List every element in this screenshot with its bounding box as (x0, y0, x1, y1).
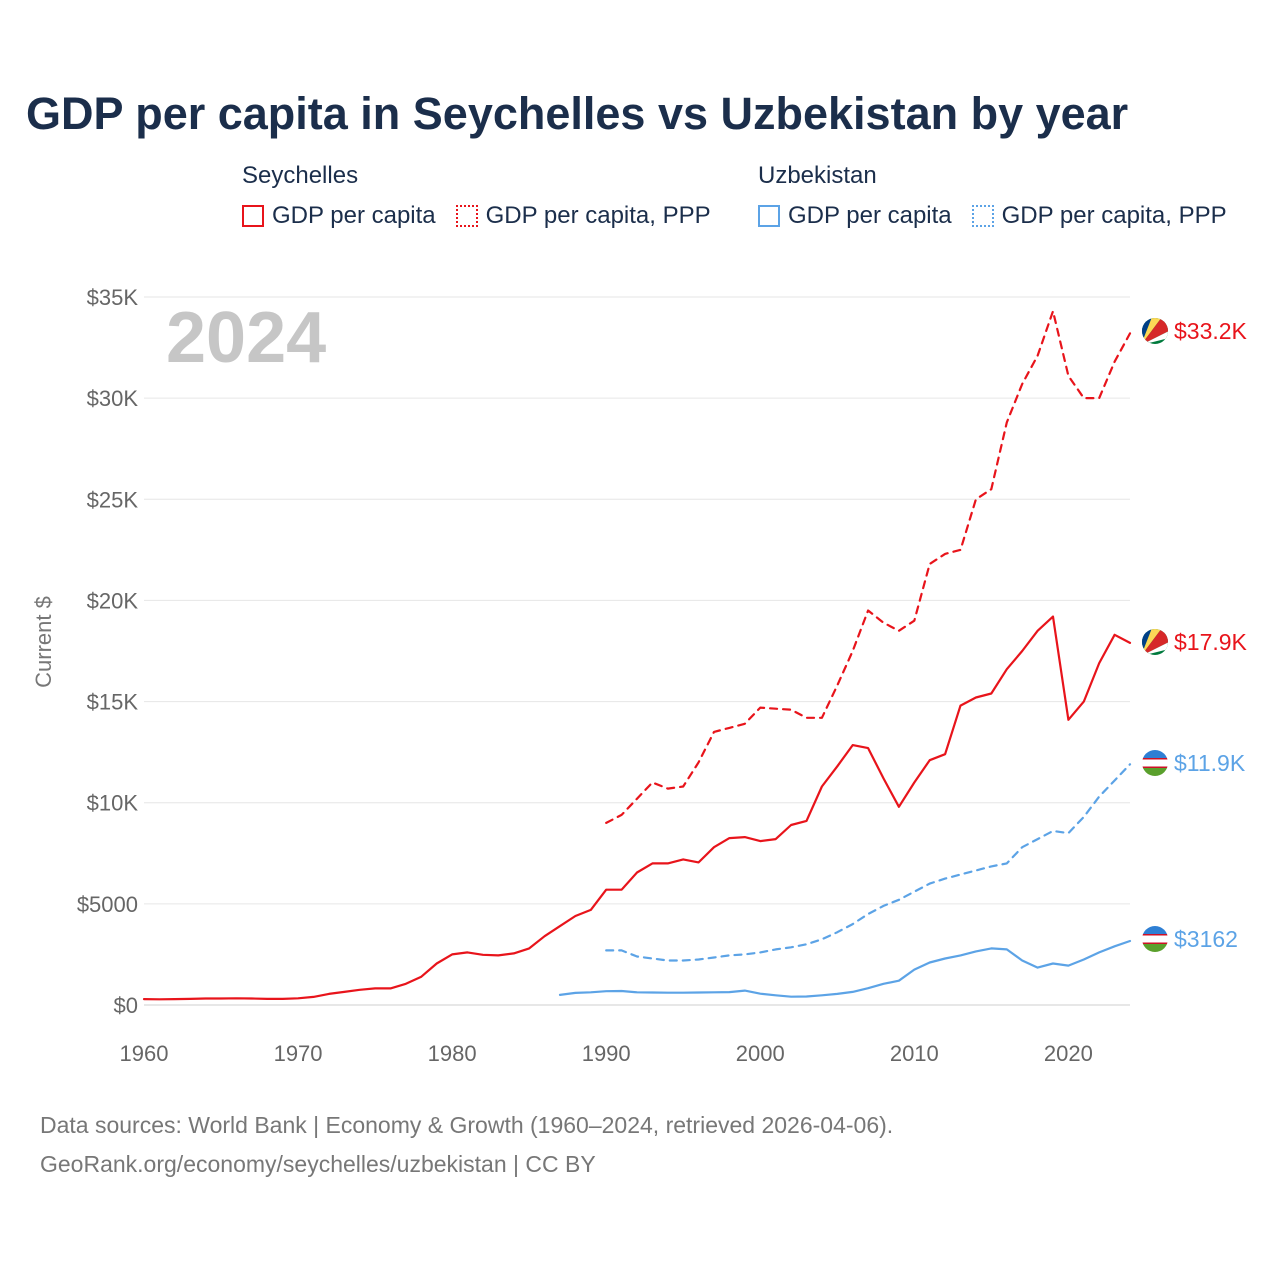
legend-group-seychelles: Seychelles GDP per capita GDP per capita… (242, 162, 711, 230)
y-tick-label: $20K (87, 588, 139, 613)
y-tick-label: $35K (87, 285, 139, 310)
y-tick-label: $15K (87, 690, 139, 715)
end-label-seychelles-gdp: $17.9K (1174, 629, 1248, 655)
x-tick-label: 1990 (582, 1041, 631, 1066)
legend-item-label: GDP per capita (788, 202, 952, 229)
y-axis-ticks: $0 $5000 $10K $15K $20K $25K $30K $35K (77, 285, 139, 1018)
legend-swatch-solid (758, 205, 780, 227)
legend-item-uzbekistan-gdp-ppp[interactable]: GDP per capita, PPP (971, 202, 1227, 230)
series-line-seychelles-gdp-per-capita[interactable] (142, 615, 1132, 1001)
legend-item-label: GDP per capita (272, 202, 436, 229)
series-line-seychelles-gdp-per-capita-ppp[interactable] (605, 310, 1132, 825)
footer: Data sources: World Bank | Economy & Gro… (40, 1106, 893, 1184)
uzbekistan-flag-icon (1142, 926, 1168, 952)
seychelles-flag-icon (1142, 629, 1168, 655)
series-line-uzbekistan-gdp-per-capita-ppp[interactable] (605, 763, 1132, 962)
x-axis-ticks: 1960 1970 1980 1990 2000 2010 2020 (120, 1041, 1093, 1066)
legend-swatch-dotted (455, 205, 478, 227)
x-tick-label: 2000 (736, 1041, 785, 1066)
legend-country-label: Seychelles (242, 162, 359, 189)
x-tick-label: 1970 (274, 1041, 323, 1066)
data-source-note: Data sources: World Bank | Economy & Gro… (40, 1112, 894, 1138)
legend-group-uzbekistan: Uzbekistan GDP per capita GDP per capita… (758, 162, 1227, 230)
y-tick-label: $5000 (77, 892, 138, 917)
end-label-uzbekistan-gdp: $3162 (1174, 926, 1238, 952)
y-tick-label: $0 (114, 993, 138, 1018)
end-label-uzbekistan-ppp: $11.9K (1174, 750, 1246, 776)
end-label-seychelles-ppp: $33.2K (1174, 318, 1248, 344)
y-tick-label: $30K (87, 386, 139, 411)
y-tick-label: $10K (87, 791, 139, 816)
seychelles-flag-icon (1142, 318, 1168, 344)
chart-title: GDP per capita in Seychelles vs Uzbekist… (26, 88, 1129, 139)
legend-item-uzbekistan-gdp[interactable]: GDP per capita (758, 202, 952, 230)
legend-swatch-solid (242, 205, 264, 227)
legend-item-seychelles-gdp[interactable]: GDP per capita (242, 202, 436, 230)
x-tick-label: 2010 (890, 1041, 939, 1066)
legend-swatch-dotted (971, 205, 994, 227)
gridlines (144, 296, 1130, 1006)
y-tick-label: $25K (87, 487, 139, 512)
legend-item-label: GDP per capita, PPP (1001, 202, 1227, 229)
legend-country-label: Uzbekistan (758, 162, 877, 189)
attribution-link[interactable]: GeoRank.org/economy/seychelles/uzbekista… (40, 1151, 596, 1177)
year-overlay: 2024 (166, 298, 326, 378)
series-line-uzbekistan-gdp-per-capita[interactable] (558, 939, 1132, 998)
y-axis-label: Current $ (31, 596, 56, 688)
uzbekistan-flag-icon (1142, 750, 1168, 776)
x-tick-label: 1980 (428, 1041, 477, 1066)
series-lines (142, 310, 1132, 1001)
legend-item-label: GDP per capita, PPP (485, 202, 711, 229)
x-tick-label: 2020 (1044, 1041, 1093, 1066)
legend-item-seychelles-gdp-ppp[interactable]: GDP per capita, PPP (455, 202, 711, 230)
x-tick-label: 1960 (120, 1041, 169, 1066)
